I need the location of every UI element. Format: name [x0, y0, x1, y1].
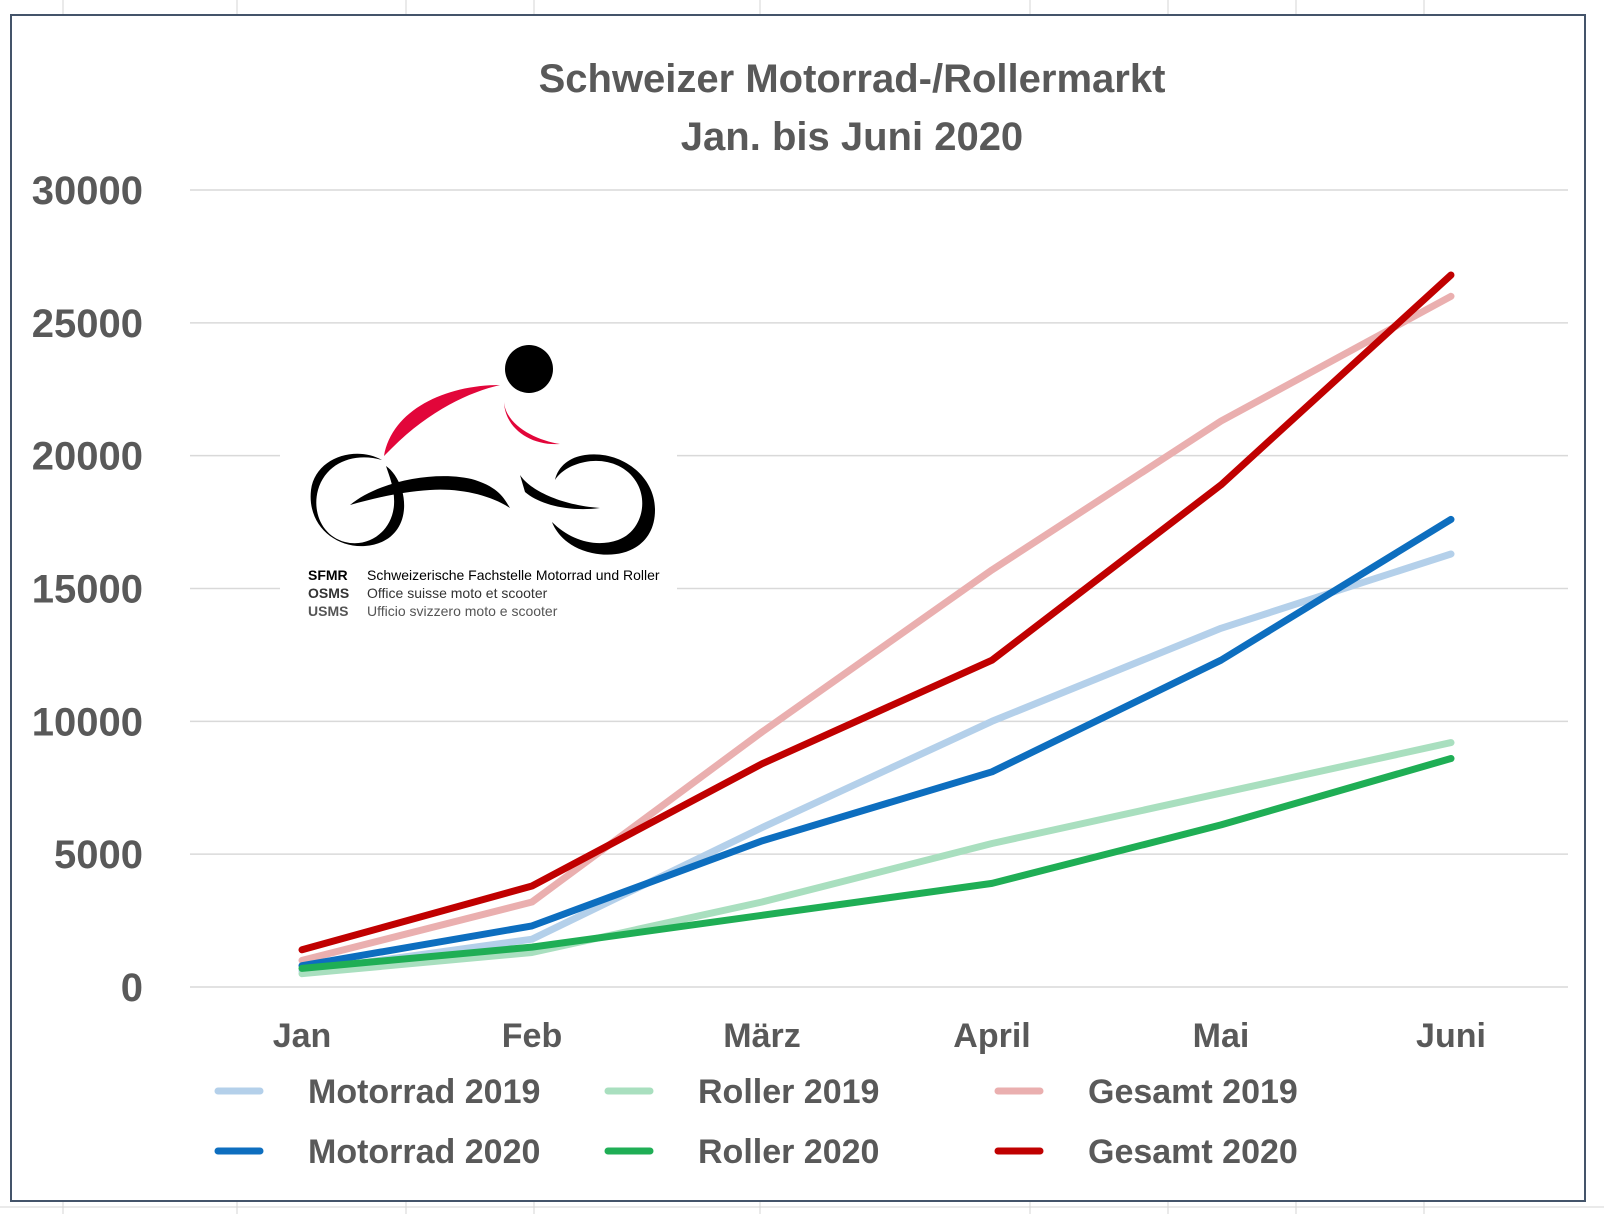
logo-abbr-osms: OSMS [308, 585, 349, 601]
bike-body-icon [350, 476, 510, 508]
legend-label: Gesamt 2020 [1088, 1133, 1298, 1171]
legend-item: Roller 2020 [604, 1133, 879, 1171]
chart-area [10, 14, 1586, 1202]
series-lines [298, 271, 1455, 978]
chart-subtitle: Jan. bis Juni 2020 [681, 115, 1023, 159]
y-tick-label: 25000 [32, 302, 143, 346]
legend-label: Roller 2019 [698, 1073, 879, 1111]
rider-back-icon [384, 385, 500, 456]
series-line-gesamt-2019 [298, 292, 1455, 964]
logo-line-osms: Office suisse moto et scooter [367, 585, 548, 601]
y-axis-ticks: 0 5000 10000 15000 20000 25000 30000 [32, 169, 143, 1010]
rider-head-icon [505, 345, 553, 393]
bike-tail-icon [520, 475, 600, 510]
series-line-roller-2019 [298, 739, 1455, 978]
y-tick-label: 30000 [32, 169, 143, 213]
y-tick-label: 5000 [54, 833, 143, 877]
x-tick-label: Juni [1416, 1017, 1486, 1055]
x-tick-label: März [723, 1017, 800, 1055]
x-tick-label: Feb [502, 1017, 562, 1055]
y-tick-label: 20000 [32, 435, 143, 479]
series-line-motorrad-2020 [298, 515, 1455, 970]
legend-label: Motorrad 2020 [308, 1133, 540, 1171]
x-tick-label: Mai [1193, 1017, 1250, 1055]
logo-line-usms: Ufficio svizzero moto e scooter [367, 603, 558, 619]
y-tick-label: 15000 [32, 568, 143, 612]
legend-label: Roller 2020 [698, 1133, 879, 1171]
x-tick-label: April [953, 1017, 1030, 1055]
logo-abbr-usms: USMS [308, 603, 348, 619]
logo-line-sfmr: Schweizerische Fachstelle Motorrad und R… [367, 567, 660, 583]
rider-arm-icon [504, 402, 560, 445]
legend-item: Gesamt 2019 [994, 1073, 1298, 1111]
x-axis-ticks: Jan Feb März April Mai Juni [273, 1017, 1486, 1055]
chart-title: Schweizer Motorrad-/Rollermarkt [539, 57, 1166, 101]
legend-item: Roller 2019 [604, 1073, 879, 1111]
legend-item: Motorrad 2020 [214, 1133, 540, 1171]
legend-item: Motorrad 2019 [214, 1073, 540, 1111]
legend-item: Gesamt 2020 [994, 1133, 1298, 1171]
legend-label: Gesamt 2019 [1088, 1073, 1298, 1111]
legend-label: Motorrad 2019 [308, 1073, 540, 1111]
motorbike-rider-icon [310, 345, 655, 555]
series-line-motorrad-2019 [298, 550, 1455, 975]
series-line-gesamt-2020 [298, 271, 1455, 954]
y-tick-label: 10000 [32, 700, 143, 744]
logo-text-block: SFMR Schweizerische Fachstelle Motorrad … [308, 567, 660, 619]
logo-abbr-sfmr: SFMR [308, 567, 348, 583]
series-line-roller-2020 [298, 755, 1455, 972]
y-tick-label: 0 [121, 966, 143, 1010]
x-tick-label: Jan [273, 1017, 332, 1055]
sfmr-logo: SFMR Schweizerische Fachstelle Motorrad … [280, 328, 677, 638]
legend: Motorrad 2019 Roller 2019 Gesamt 2019 Motor… [214, 1073, 1298, 1171]
